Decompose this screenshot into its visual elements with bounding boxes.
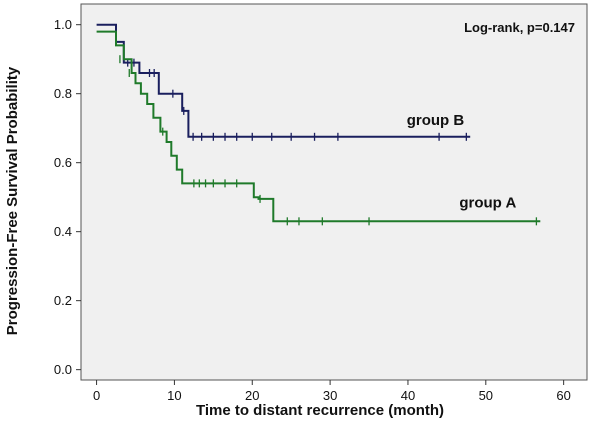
x-tick-label: 30	[323, 388, 337, 403]
x-axis-title: Time to distant recurrence (month)	[196, 402, 444, 419]
y-tick-label: 0.0	[54, 362, 72, 377]
group-a-label: group A	[459, 194, 516, 211]
x-tick-label: 40	[401, 388, 415, 403]
group-a-survival-curve	[96, 30, 541, 223]
y-tick-label: 0.6	[54, 155, 72, 170]
x-tick-label: 0	[93, 388, 100, 403]
x-tick-label: 20	[245, 388, 259, 403]
y-tick-label: 0.8	[54, 86, 72, 101]
y-axis-title: Progression-Free Survival Probability	[4, 66, 21, 335]
x-tick-label: 50	[479, 388, 493, 403]
group-b-survival-curve	[96, 23, 471, 138]
y-tick-label: 0.2	[54, 293, 72, 308]
x-tick-label: 60	[556, 388, 570, 403]
axes: 0 10 20 30 40 50 60 0.0 0.2 0.4 0.6 0.8 1.0	[54, 17, 571, 403]
series-layer: group B group A	[96, 23, 541, 226]
y-tick-label: 0.4	[54, 224, 72, 239]
plot-background	[80, 3, 588, 381]
log-rank-annotation: Log-rank, p=0.147	[464, 20, 575, 35]
group-b-label: group B	[407, 112, 465, 129]
y-tick-label: 1.0	[54, 17, 72, 32]
x-tick-label: 10	[167, 388, 181, 403]
